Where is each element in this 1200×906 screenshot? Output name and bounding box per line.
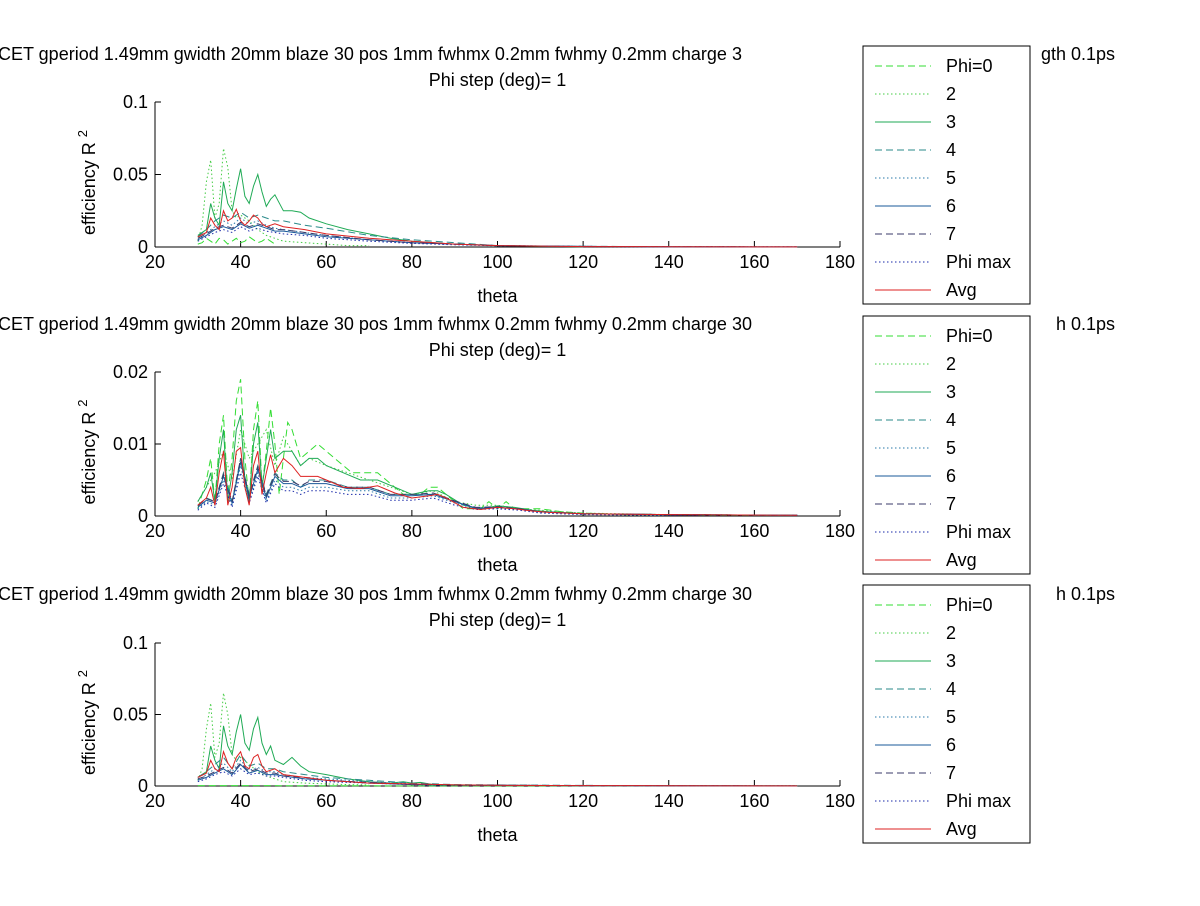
legend-label: Avg bbox=[946, 819, 977, 839]
x-tick-label: 120 bbox=[568, 252, 598, 272]
x-tick-label: 120 bbox=[568, 521, 598, 541]
x-tick-label: 100 bbox=[482, 791, 512, 811]
y-tick-label: 0 bbox=[138, 506, 148, 526]
legend-label: Phi max bbox=[946, 791, 1011, 811]
y-tick-label: 0 bbox=[138, 237, 148, 257]
x-tick-label: 160 bbox=[739, 521, 769, 541]
legend-label: 7 bbox=[946, 763, 956, 783]
legend-label: 6 bbox=[946, 466, 956, 486]
y-tick-label: 0 bbox=[138, 776, 148, 796]
legend-label: 2 bbox=[946, 84, 956, 104]
legend-label: Phi=0 bbox=[946, 595, 993, 615]
x-tick-label: 120 bbox=[568, 791, 598, 811]
y-tick-label: 0.1 bbox=[123, 633, 148, 653]
y-tick-label: 0.05 bbox=[113, 165, 148, 185]
legend-label: 2 bbox=[946, 623, 956, 643]
chart-title-tail: h 0.1ps bbox=[1056, 314, 1115, 334]
y-axis-label: efficiency R 2 bbox=[75, 670, 99, 775]
x-tick-label: 160 bbox=[739, 252, 769, 272]
legend-label: 3 bbox=[946, 112, 956, 132]
x-axis-label: theta bbox=[477, 555, 518, 575]
x-axis-label: theta bbox=[477, 286, 518, 306]
x-axis-label: theta bbox=[477, 825, 518, 845]
y-tick-label: 0.02 bbox=[113, 362, 148, 382]
y-tick-label: 0.01 bbox=[113, 434, 148, 454]
x-tick-label: 180 bbox=[825, 252, 855, 272]
x-tick-label: 140 bbox=[654, 791, 684, 811]
legend-label: 2 bbox=[946, 354, 956, 374]
chart-title-tail: h 0.1ps bbox=[1056, 584, 1115, 604]
x-tick-label: 60 bbox=[316, 252, 336, 272]
x-tick-label: 80 bbox=[402, 521, 422, 541]
legend-label: 5 bbox=[946, 438, 956, 458]
legend-label: 7 bbox=[946, 224, 956, 244]
x-tick-label: 140 bbox=[654, 252, 684, 272]
x-tick-label: 160 bbox=[739, 791, 769, 811]
chart-subtitle: Phi step (deg)= 1 bbox=[429, 70, 567, 90]
x-tick-label: 40 bbox=[231, 521, 251, 541]
legend-label: Avg bbox=[946, 550, 977, 570]
legend-label: 4 bbox=[946, 410, 956, 430]
y-axis-label-superscript: 2 bbox=[75, 130, 90, 137]
legend-label: Phi=0 bbox=[946, 56, 993, 76]
chart-subtitle: Phi step (deg)= 1 bbox=[429, 340, 567, 360]
legend-label: 5 bbox=[946, 707, 956, 727]
y-axis-label-superscript: 2 bbox=[75, 400, 90, 407]
legend-label: Phi=0 bbox=[946, 326, 993, 346]
y-axis-label: efficiency R 2 bbox=[75, 130, 99, 235]
x-tick-label: 40 bbox=[231, 791, 251, 811]
legend-label: 4 bbox=[946, 140, 956, 160]
legend-label: 4 bbox=[946, 679, 956, 699]
y-axis-label-superscript: 2 bbox=[75, 670, 90, 677]
x-tick-label: 60 bbox=[316, 791, 336, 811]
x-tick-label: 100 bbox=[482, 252, 512, 272]
chart-title: CET gperiod 1.49mm gwidth 20mm blaze 30 … bbox=[0, 44, 742, 64]
chart-title: CET gperiod 1.49mm gwidth 20mm blaze 30 … bbox=[0, 314, 752, 334]
x-tick-label: 180 bbox=[825, 791, 855, 811]
x-tick-label: 80 bbox=[402, 252, 422, 272]
legend-label: 3 bbox=[946, 651, 956, 671]
legend-label: Avg bbox=[946, 280, 977, 300]
legend: Phi=0 2 3 4 5 6 7 Phi max Avg bbox=[863, 585, 1030, 843]
chart-title-tail: gth 0.1ps bbox=[1041, 44, 1115, 64]
legend-label: 3 bbox=[946, 382, 956, 402]
y-axis-label: efficiency R 2 bbox=[75, 400, 99, 505]
x-tick-label: 140 bbox=[654, 521, 684, 541]
legend-label: 5 bbox=[946, 168, 956, 188]
legend-label: Phi max bbox=[946, 252, 1011, 272]
legend-label: 6 bbox=[946, 735, 956, 755]
chart-subtitle: Phi step (deg)= 1 bbox=[429, 610, 567, 630]
x-tick-label: 60 bbox=[316, 521, 336, 541]
x-tick-label: 80 bbox=[402, 791, 422, 811]
x-tick-label: 40 bbox=[231, 252, 251, 272]
x-tick-label: 180 bbox=[825, 521, 855, 541]
legend: Phi=0 2 3 4 5 6 7 Phi max Avg bbox=[863, 316, 1030, 574]
legend-label: Phi max bbox=[946, 522, 1011, 542]
x-tick-label: 100 bbox=[482, 521, 512, 541]
y-tick-label: 0.05 bbox=[113, 705, 148, 725]
chart-title: CET gperiod 1.49mm gwidth 20mm blaze 30 … bbox=[0, 584, 752, 604]
legend: Phi=0 2 3 4 5 6 7 Phi max Avg bbox=[863, 46, 1030, 304]
legend-label: 7 bbox=[946, 494, 956, 514]
legend-label: 6 bbox=[946, 196, 956, 216]
y-tick-label: 0.1 bbox=[123, 92, 148, 112]
